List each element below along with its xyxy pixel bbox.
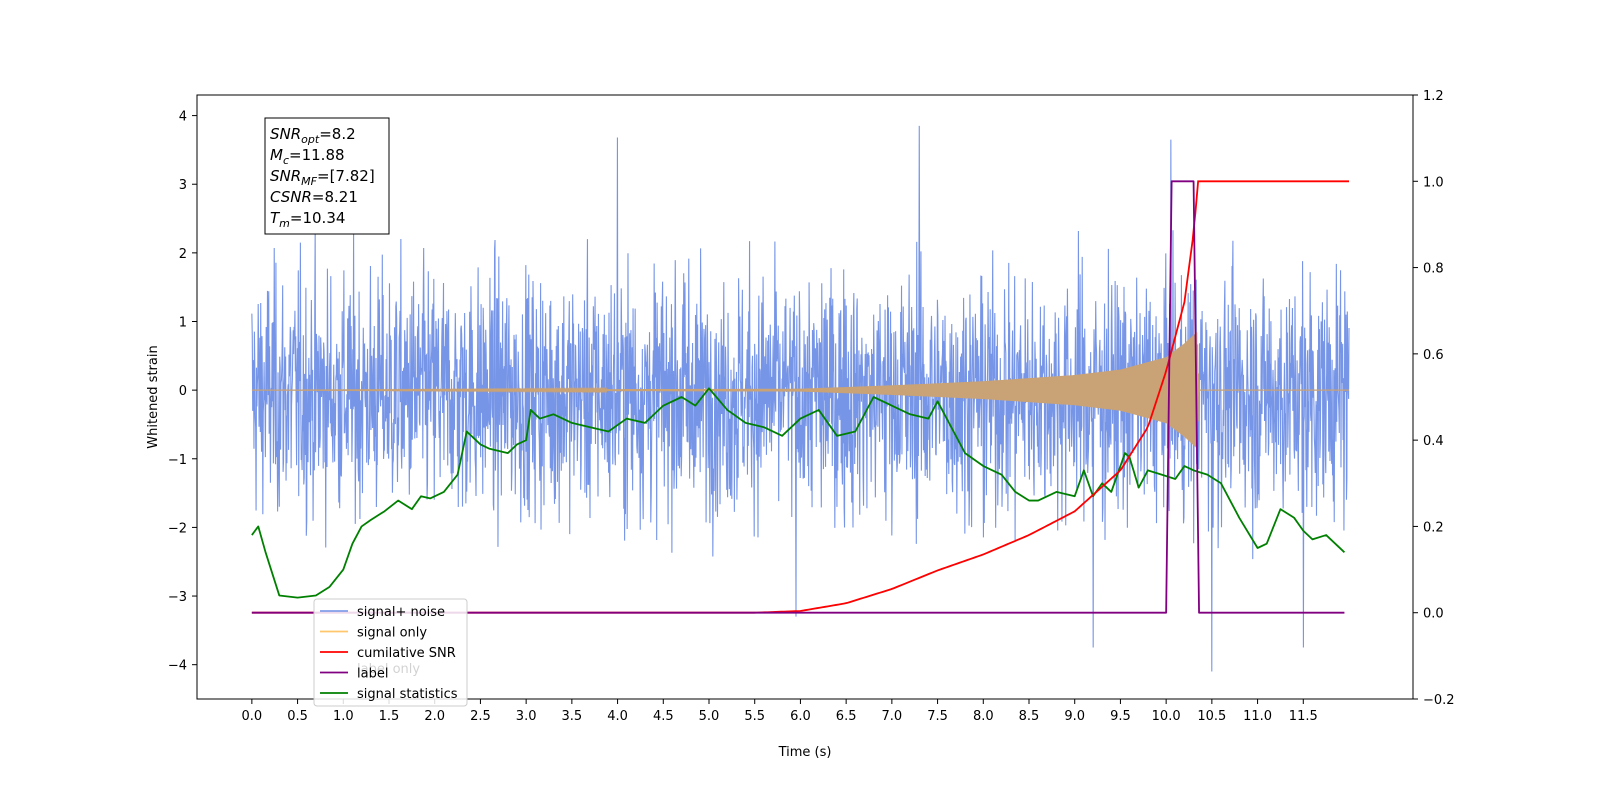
- y-tick-label: −2: [168, 521, 187, 536]
- x-tick-label: 3.5: [562, 709, 583, 724]
- y-tick-label: −4: [168, 659, 187, 674]
- annotation-value: =10.34: [290, 209, 346, 227]
- annotation-line: SNRMF=[7.82]: [270, 167, 375, 188]
- y2-tick-label: 0.4: [1423, 434, 1444, 449]
- annotation-line: SNRopt=8.2: [270, 125, 356, 146]
- legend-label: signal only: [357, 626, 427, 641]
- x-tick-label: 7.0: [882, 709, 903, 724]
- annotation-subscript: opt: [301, 133, 320, 146]
- annotation-line: Mc=11.88: [270, 146, 345, 167]
- stats-annotation-box: SNRopt=8.2Mc=11.88SNRMF=[7.82]CSNR=8.21T…: [264, 117, 390, 235]
- legend-overlay-text: label only: [357, 662, 420, 677]
- x-tick-label: 1.5: [379, 709, 400, 724]
- legend-overlay-text: cumilative SNR: [357, 646, 456, 661]
- annotation-line: Tm=10.34: [270, 209, 345, 230]
- x-tick-label: 2.5: [470, 709, 491, 724]
- x-tick-label: 7.5: [927, 709, 948, 724]
- x-tick-label: 10.0: [1152, 709, 1181, 724]
- x-tick-label: 6.0: [790, 709, 811, 724]
- annotation-value: =11.88: [289, 146, 345, 164]
- annotation-value: =8.21: [312, 188, 358, 206]
- y-tick-label: 4: [179, 110, 187, 125]
- y2-tick-label: 1.0: [1423, 175, 1444, 190]
- y2-tick-label: 0.2: [1423, 520, 1444, 535]
- annotation-subscript: m: [279, 217, 290, 230]
- axes-frame: [196, 94, 1414, 700]
- x-tick-label: 4.0: [607, 709, 628, 724]
- x-tick-label: 1.0: [333, 709, 354, 724]
- y-tick-label: 3: [179, 178, 187, 193]
- y-axis-right: −0.2 0.0 0.2 0.4 0.6 0.8 1.0 1.2: [1413, 89, 1455, 708]
- x-tick-label: 3.0: [516, 709, 537, 724]
- y2-tick-label: 0.6: [1423, 348, 1444, 363]
- x-axis-label: Time (s): [778, 745, 832, 760]
- x-tick-label: 9.0: [1064, 709, 1085, 724]
- annotation-frame: [264, 117, 390, 235]
- legend-frame: [313, 598, 468, 707]
- x-tick-label: 8.0: [973, 709, 994, 724]
- x-tick-label: 5.5: [744, 709, 765, 724]
- legend-label: signal statistics: [357, 687, 458, 702]
- annotation-subscript: c: [283, 154, 289, 167]
- annotation-subscript: MF: [301, 175, 317, 188]
- annotation-variable: CSNR: [270, 188, 312, 206]
- x-axis: 0.0 0.5 1.0 1.5 2.0 2.5 3.0 3.5 4.0 4.5 5.0 5.5 6.0 6…: [242, 699, 1318, 724]
- legend-label: label: [357, 667, 388, 682]
- y-tick-label: −1: [168, 453, 187, 468]
- y-tick-label: 2: [179, 247, 187, 262]
- annotation-variable: T: [270, 209, 281, 227]
- x-tick-label: 4.5: [653, 709, 674, 724]
- x-tick-label: 11.0: [1243, 709, 1272, 724]
- x-tick-label: 0.0: [242, 709, 263, 724]
- y-axis-left: −4 −3 −2 −1 0 1 2 3 4: [168, 110, 197, 674]
- annotation-variable: SNR: [270, 125, 301, 143]
- x-tick-label: 11.5: [1289, 709, 1318, 724]
- x-tick-label: 0.5: [287, 709, 308, 724]
- y-tick-label: 0: [179, 384, 187, 399]
- series-signal-only: [251, 332, 1349, 449]
- x-tick-label: 10.5: [1197, 709, 1226, 724]
- y2-tick-label: 0.8: [1423, 262, 1444, 277]
- legend-label: cumilative SNR: [357, 646, 456, 661]
- legend-label: signal+ noise: [357, 605, 445, 620]
- y2-tick-label: 0.0: [1423, 607, 1444, 622]
- y-axis-label: Whitened strain: [146, 345, 161, 448]
- x-tick-label: 5.0: [699, 709, 720, 724]
- x-tick-label: 6.5: [836, 709, 857, 724]
- annotation-line: CSNR=8.21: [270, 188, 358, 206]
- y-tick-label: 1: [179, 316, 187, 331]
- annotation-value: =[7.82]: [317, 167, 375, 185]
- x-tick-label: 8.5: [1019, 709, 1040, 724]
- annotation-variable: SNR: [270, 167, 301, 185]
- y2-tick-label: 1.2: [1423, 89, 1444, 104]
- x-tick-label: 9.5: [1110, 709, 1131, 724]
- y-tick-label: −3: [168, 590, 187, 605]
- series-label: [251, 180, 1345, 614]
- y2-tick-label: −0.2: [1423, 693, 1455, 708]
- annotation-variable: M: [270, 146, 283, 164]
- annotation-value: =8.2: [319, 125, 355, 143]
- x-tick-label: 2.0: [424, 709, 445, 724]
